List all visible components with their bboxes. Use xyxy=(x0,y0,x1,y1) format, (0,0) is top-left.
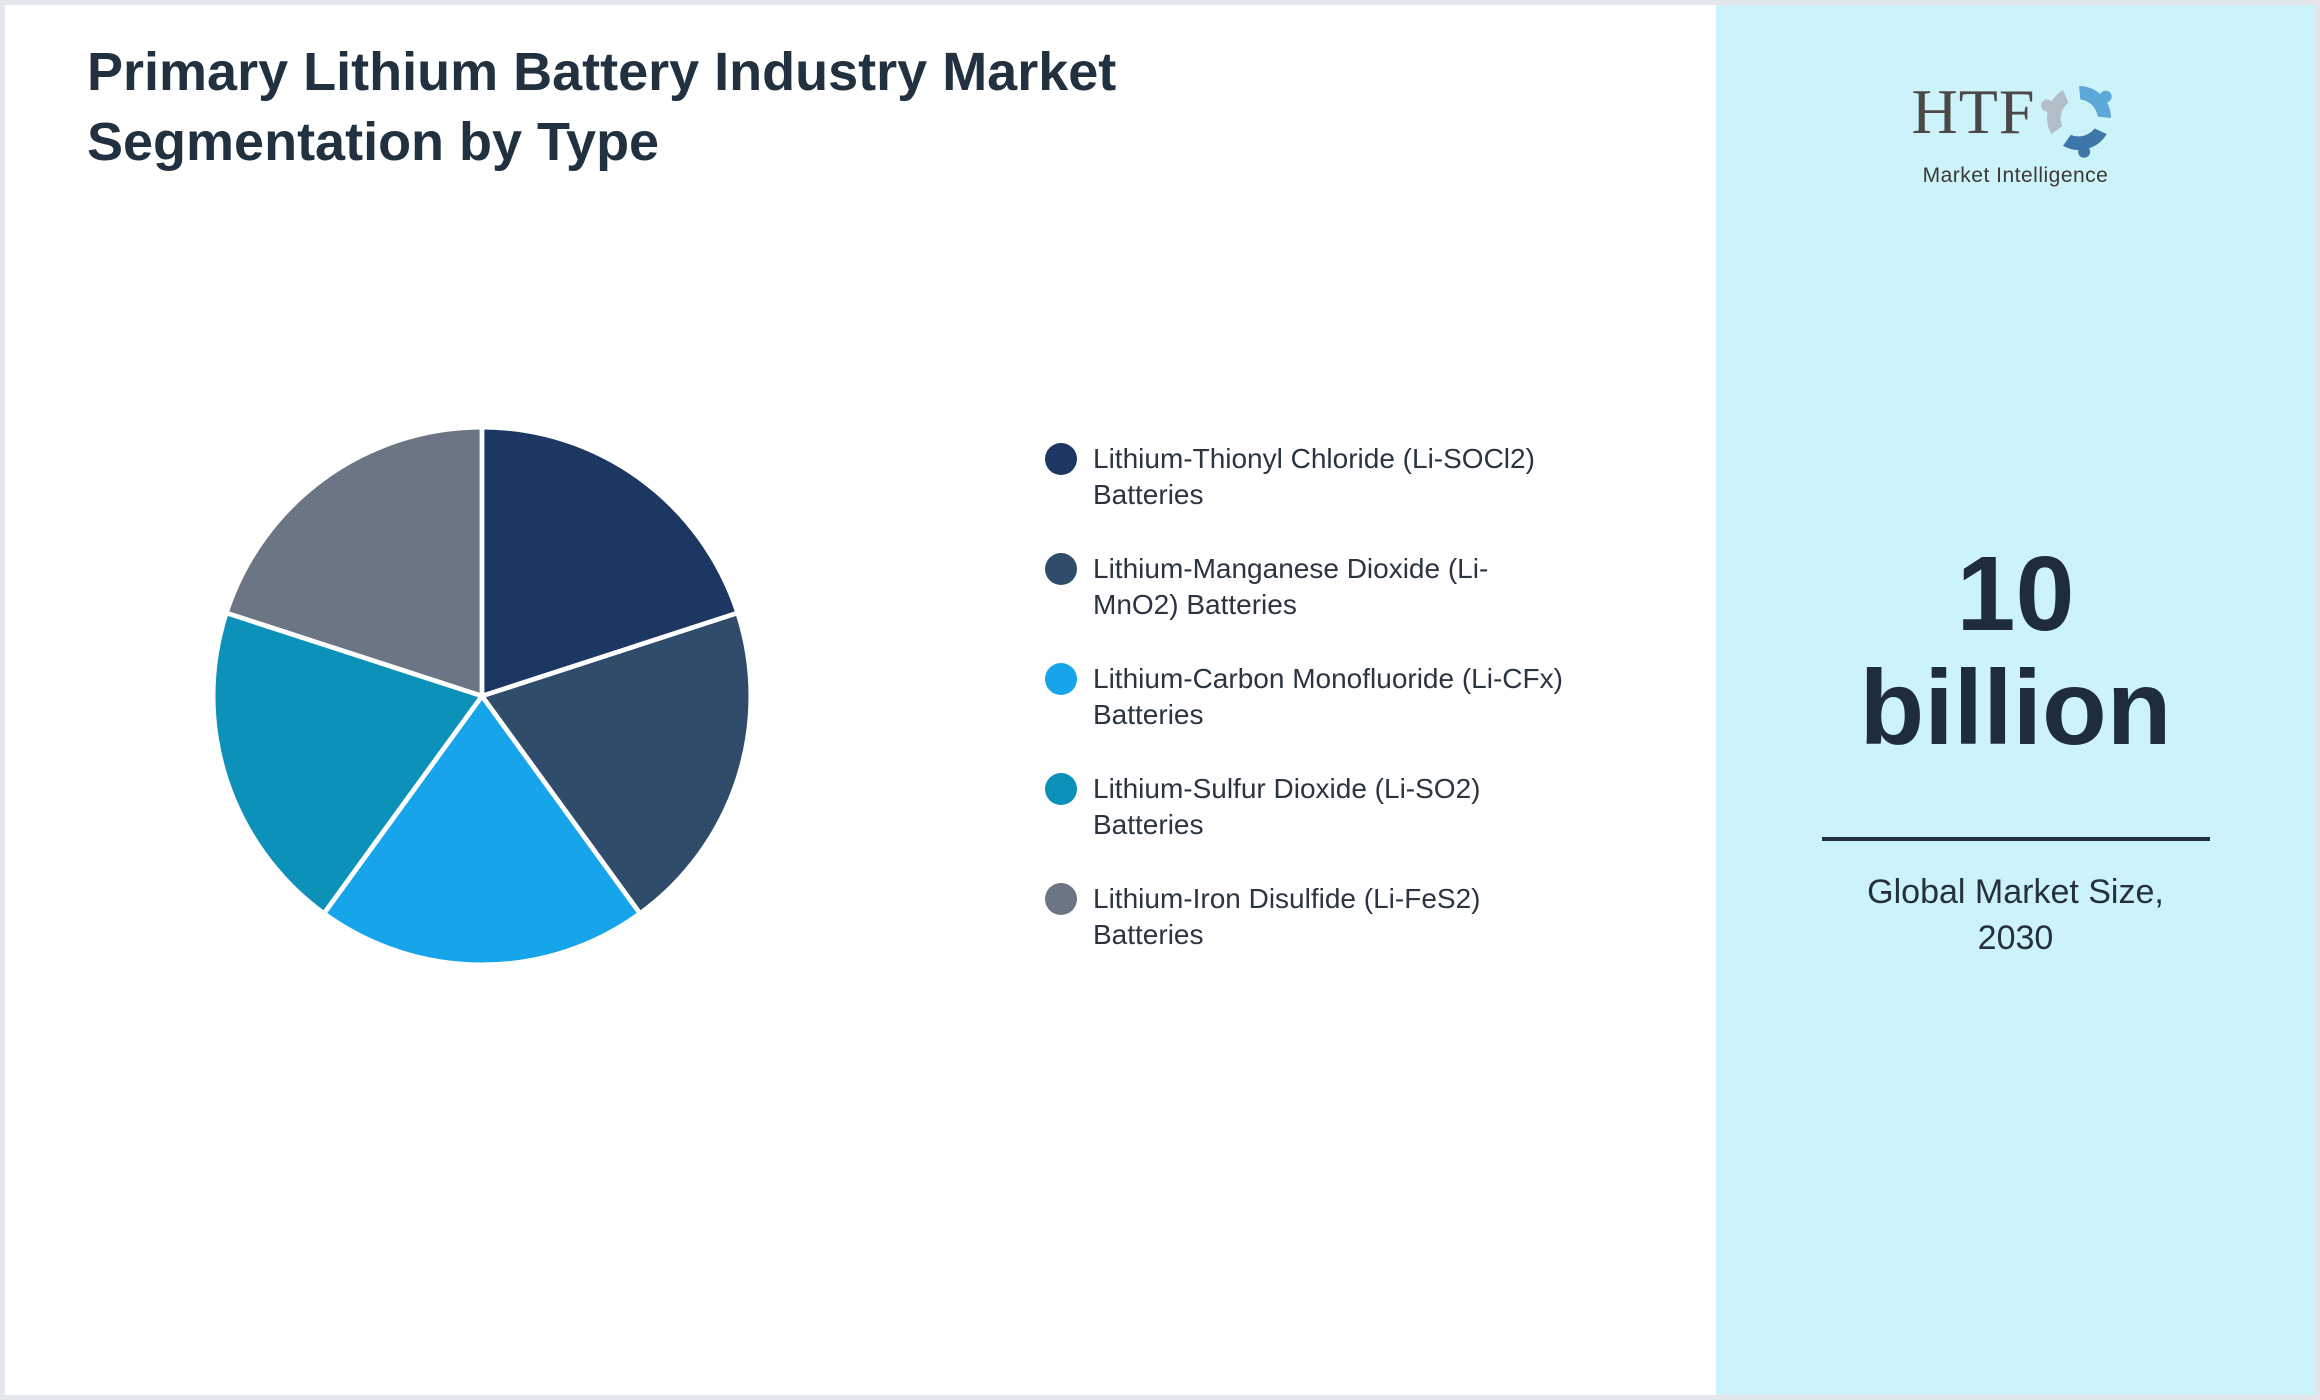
legend-item: Lithium-Manganese Dioxide (Li-MnO2) Batt… xyxy=(1045,551,1665,623)
logo-text: HTF xyxy=(1911,76,2036,147)
page-title: Primary Lithium Battery Industry Market … xyxy=(87,42,1117,172)
legend-label: Lithium-Sulfur Dioxide (Li-SO2) Batterie… xyxy=(1093,773,1481,840)
divider-line xyxy=(1821,837,2210,841)
pie-slice-separator xyxy=(323,694,484,914)
legend-item: Lithium-Iron Disulfide (Li-FeS2) Batteri… xyxy=(1045,881,1665,953)
logo-subtext: Market Intelligence xyxy=(1922,164,2109,187)
legend-label: Lithium-Iron Disulfide (Li-FeS2) Batteri… xyxy=(1093,883,1481,950)
pie-slice-separator xyxy=(227,611,483,699)
pie-slice-4 xyxy=(215,613,482,912)
legend-dot-icon xyxy=(1045,443,1077,475)
content-area: Primary Lithium Battery Industry Market … xyxy=(5,5,2315,1395)
logo-row: HTF xyxy=(1912,78,2120,158)
legend: Lithium-Thionyl Chloride (Li-SOCl2) Batt… xyxy=(1045,441,1665,991)
legend-item: Lithium-Thionyl Chloride (Li-SOCl2) Batt… xyxy=(1045,441,1665,513)
legend-dot-icon xyxy=(1045,883,1077,915)
legend-dot-icon xyxy=(1045,773,1077,805)
right-panel: HTF Market Intelligence xyxy=(1716,5,2315,1395)
pie-slice-1 xyxy=(482,429,736,696)
legend-label: Lithium-Thionyl Chloride (Li-SOCl2) Batt… xyxy=(1093,443,1535,510)
pie-slice-separator xyxy=(480,694,641,914)
pie-slice-separator xyxy=(481,611,737,699)
pie-chart xyxy=(215,429,749,963)
market-size-value: 10 billion xyxy=(1859,535,2172,767)
logo-swirl-icon xyxy=(2041,86,2113,158)
legend-dot-icon xyxy=(1045,553,1077,585)
htf-logo: HTF Market Intelligence xyxy=(1716,78,2315,188)
legend-label: Lithium-Carbon Monofluoride (Li-CFx) Bat… xyxy=(1093,663,1563,730)
pie-slice-3 xyxy=(325,696,639,963)
market-size-caption: Global Market Size, 2030 xyxy=(1867,873,2164,957)
pie-slice-5 xyxy=(228,429,482,696)
legend-dot-icon xyxy=(1045,663,1077,695)
legend-item: Lithium-Sulfur Dioxide (Li-SO2) Batterie… xyxy=(1045,771,1665,843)
legend-label: Lithium-Manganese Dioxide (Li-MnO2) Batt… xyxy=(1093,553,1489,620)
pie-slice-2 xyxy=(482,613,749,912)
legend-item: Lithium-Carbon Monofluoride (Li-CFx) Bat… xyxy=(1045,661,1665,733)
